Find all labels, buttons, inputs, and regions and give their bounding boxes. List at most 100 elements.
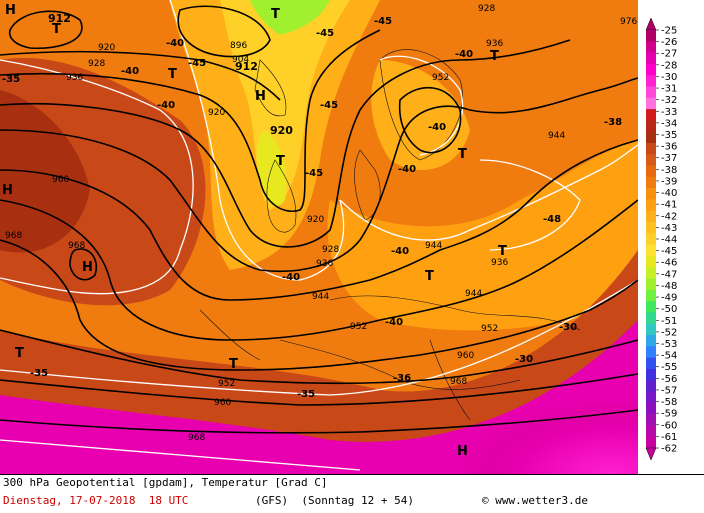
- legend-label: -38: [661, 165, 677, 176]
- temperature-label: -45: [188, 58, 206, 69]
- geopotential-label: 936: [491, 258, 508, 268]
- legend-swatch: [646, 233, 656, 245]
- temperature-label: -40: [398, 164, 416, 175]
- legend-swatch: [646, 210, 656, 223]
- legend-label: -48: [661, 281, 677, 292]
- credit: © www.wetter3.de: [482, 495, 588, 507]
- legend-label: -51: [661, 316, 677, 327]
- isotherms: [0, 0, 639, 471]
- cool-air-europe: [327, 140, 638, 331]
- temperature-label: -40: [166, 38, 184, 49]
- legend-label: -42: [661, 211, 677, 222]
- legend-swatch: [646, 131, 656, 144]
- legend-label: -54: [661, 351, 677, 362]
- geopotential-label: 976: [620, 17, 637, 27]
- high-pressure-center: H: [255, 89, 266, 104]
- low-pressure-center: T: [490, 49, 499, 64]
- temperature-label: -38: [604, 117, 622, 128]
- geopotential-label: 936: [486, 39, 503, 49]
- temperature-labels: -35 -35 -35 -38 -40 -40 -40 -40 -40 -40 …: [2, 16, 622, 400]
- legend-label: -57: [661, 385, 677, 396]
- geopotential-label: 936: [66, 73, 83, 83]
- geopotential-label: 896: [230, 41, 247, 51]
- geopotential-label: 936: [316, 259, 333, 269]
- geopotential-contours: [0, 5, 639, 434]
- legend-label: -35: [661, 130, 677, 141]
- legend-swatch: [646, 154, 656, 166]
- geopotential-label: 944: [548, 131, 565, 141]
- legend-label: -49: [661, 293, 677, 304]
- low-pressure-center: T: [276, 154, 285, 169]
- high-pressure-center: H: [82, 260, 93, 275]
- legend-swatch: [646, 176, 656, 189]
- geopotential-label: 944: [425, 241, 442, 251]
- legend-label: -55: [661, 362, 677, 373]
- geopotential-label: 960: [214, 398, 231, 408]
- legend-label: -26: [661, 37, 677, 48]
- legend-label: -41: [661, 200, 677, 211]
- legend-swatch: [646, 86, 656, 99]
- temperature-label: -40: [385, 317, 403, 328]
- geopotential-label: 952: [350, 322, 367, 332]
- geopotential-label: 920: [270, 124, 293, 137]
- weather-map: 896 904 912 912 920 920 920 920 928 928 …: [0, 0, 639, 474]
- legend-swatch: [646, 357, 656, 370]
- legend-swatch: [646, 436, 656, 449]
- legend-swatch: [646, 244, 656, 257]
- legend-label: -61: [661, 432, 677, 443]
- geopotential-label: 968: [5, 231, 22, 241]
- temperature-label: -30: [515, 354, 533, 365]
- geopotential-label: 952: [432, 73, 449, 83]
- geopotential-label: 904: [232, 55, 249, 65]
- high-pressure-center: H: [457, 444, 468, 459]
- legend-swatch: [646, 120, 656, 132]
- low-pressure-center: T: [229, 357, 238, 372]
- legend-label: -56: [661, 374, 677, 385]
- legend-label: -30: [661, 72, 677, 83]
- low-pressure-center: T: [52, 22, 61, 37]
- legend-label: -33: [661, 107, 677, 118]
- geopotential-label: 920: [208, 108, 225, 118]
- geopotential-label: 944: [312, 292, 329, 302]
- legend-label: -37: [661, 153, 677, 164]
- geopotential-label: 968: [188, 433, 205, 443]
- hot-air-south: [0, 320, 638, 474]
- legend-label: -62: [661, 444, 677, 455]
- low-pressure-center: T: [271, 7, 280, 22]
- legend-arrow-bottom: [645, 447, 657, 461]
- legend-swatch: [646, 335, 656, 347]
- temperature-label: -45: [320, 100, 338, 111]
- map-title: 300 hPa Geopotential [gpdam], Temperatur…: [3, 476, 328, 489]
- geopotential-label: 912: [235, 60, 258, 73]
- legend-swatch: [646, 188, 656, 200]
- legend-label: -44: [661, 235, 677, 246]
- color-legend: -25 -26 -27 -28 -30 -31 -32 -33 -34 -35 -36 -37 -38-…: [638, 0, 704, 474]
- temperature-label: -40: [428, 122, 446, 133]
- legend-label: -40: [661, 188, 677, 199]
- legend-swatch: [646, 380, 656, 392]
- geopotential-label: 912: [48, 12, 71, 25]
- legend-swatch: [646, 142, 656, 155]
- legend-swatch: [646, 255, 656, 268]
- low-pressure-center: T: [458, 147, 467, 162]
- geopotential-label: 968: [68, 241, 85, 251]
- temperature-label: -35: [297, 389, 315, 400]
- geopotential-label: 928: [88, 59, 105, 69]
- legend-swatch: [646, 41, 656, 53]
- legend-label: -36: [661, 142, 677, 153]
- geopotential-label: 960: [457, 351, 474, 361]
- legend-label: -27: [661, 49, 677, 60]
- hot-air-core: [380, 350, 638, 474]
- legend-label: -52: [661, 327, 677, 338]
- legend-label: -60: [661, 420, 677, 431]
- legend-swatch: [646, 425, 656, 438]
- legend-swatch: [646, 63, 656, 76]
- legend-label: -46: [661, 258, 677, 269]
- pressure-centers: T T T T T T T T T T H H H H H: [2, 3, 507, 459]
- legend-label: -45: [661, 246, 677, 257]
- legend-label: -34: [661, 118, 677, 129]
- legend-swatch: [646, 323, 656, 336]
- temperature-label: -48: [543, 214, 561, 225]
- geopotential-label: 928: [322, 245, 339, 255]
- coldest-air: [250, 0, 330, 35]
